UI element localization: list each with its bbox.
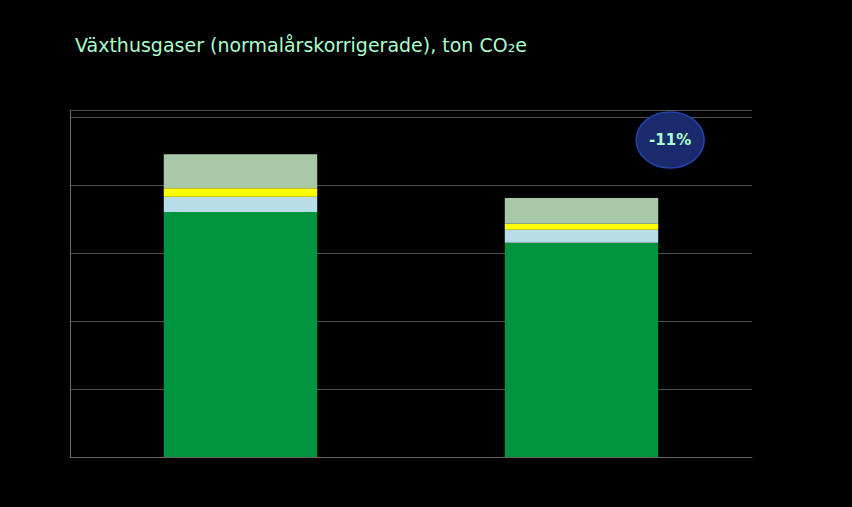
svg-text:-11%: -11% bbox=[649, 131, 691, 149]
svg-text:Växthusgaser (normalårskorrige: Växthusgaser (normalårskorrigerade), ton… bbox=[75, 34, 527, 56]
